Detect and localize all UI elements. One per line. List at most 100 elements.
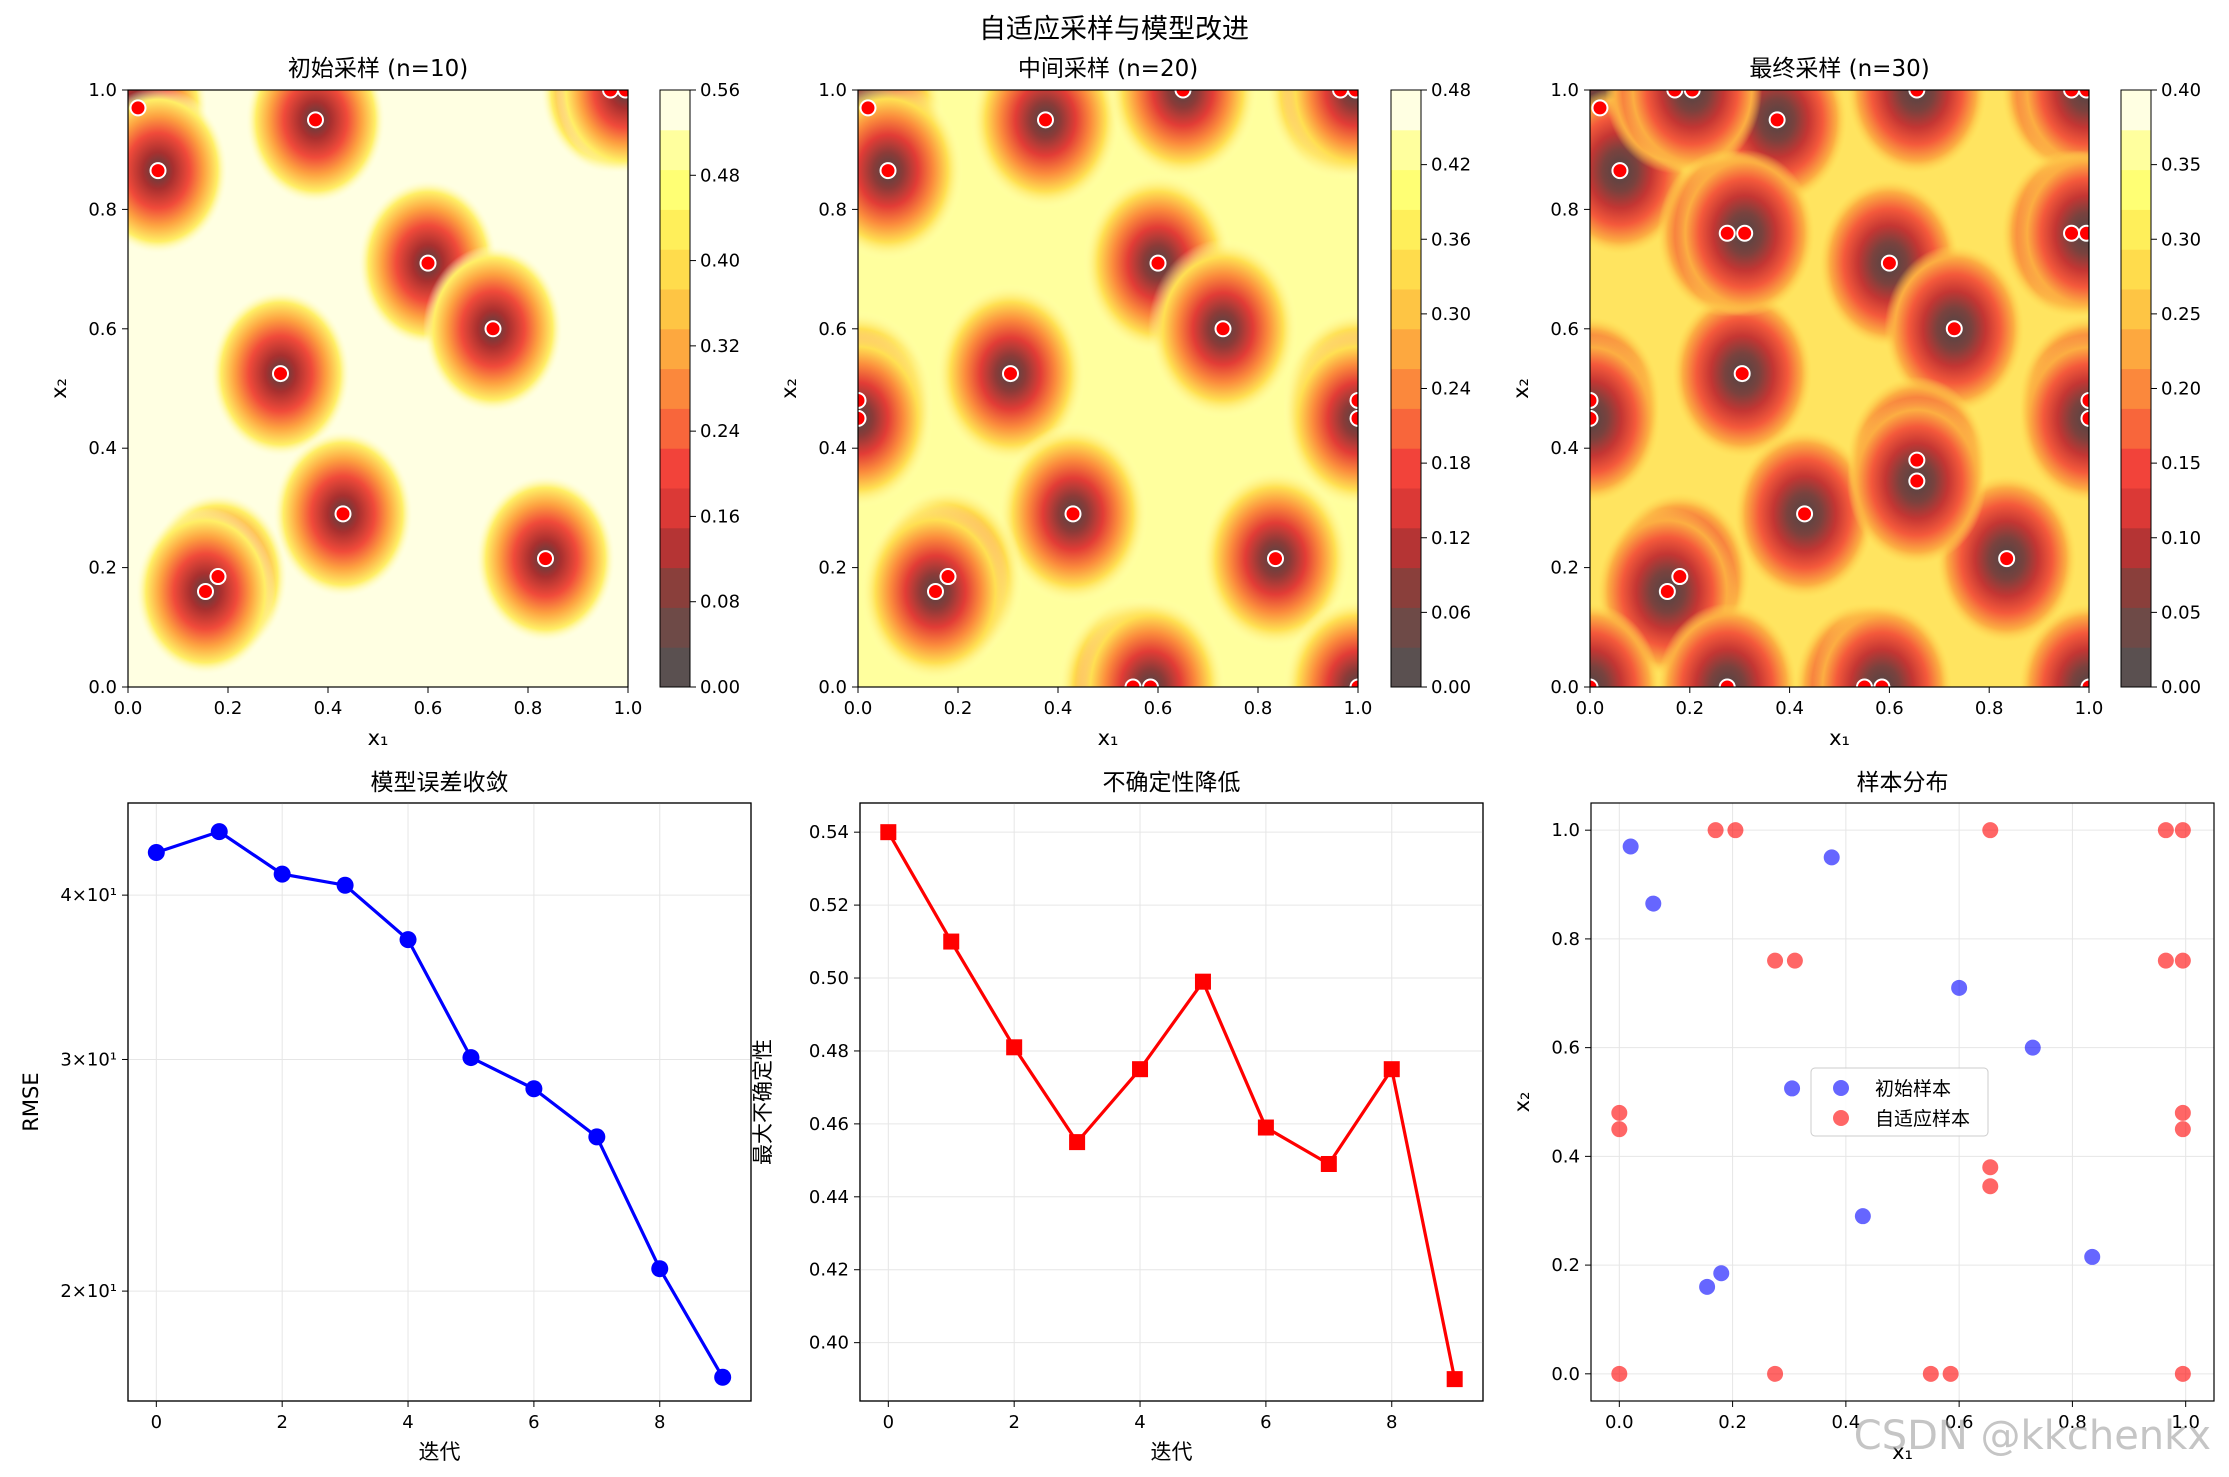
colorbar-tick-label: 0.56 (700, 80, 740, 101)
x-tick-label: 0.2 (944, 698, 973, 719)
colorbar-band (1391, 647, 1421, 687)
colorbar-band (1391, 289, 1421, 329)
x-tick-label: 0.8 (514, 698, 543, 719)
colorbar-band (660, 90, 690, 130)
data-point (274, 866, 291, 883)
colorbar-band (1391, 408, 1421, 448)
y-tick-label: 0.0 (88, 677, 117, 698)
y-axis-label: x₂ (777, 378, 801, 399)
y-tick-label: 1.0 (1551, 820, 1580, 841)
x-tick-label: 0 (151, 1412, 162, 1433)
panel-title: 最终采样 (n=30) (1749, 56, 1929, 82)
x-tick-label: 0.0 (1576, 698, 1605, 719)
colorbar-tick-label: 0.00 (700, 677, 740, 698)
legend-label: 初始样本 (1875, 1078, 1951, 1100)
x-tick-label: 6 (528, 1412, 539, 1433)
colorbar-band (2121, 408, 2151, 448)
sample-point (2064, 226, 2079, 241)
x-tick-label: 0.2 (1675, 698, 1704, 719)
colorbar-band (2121, 289, 2151, 329)
colorbar-tick-label: 0.32 (700, 336, 740, 357)
x-tick-label: 1.0 (1344, 698, 1373, 719)
colorbar-band (1391, 90, 1421, 130)
sample-point (336, 506, 351, 521)
x-tick-label: 0.6 (1144, 698, 1173, 719)
scatter-point (1623, 838, 1639, 854)
colorbar-band (660, 408, 690, 448)
panel-title: 初始采样 (n=10) (288, 56, 468, 82)
y-axis-label: 最大不确定性 (751, 1039, 775, 1165)
sample-point (1999, 551, 2014, 566)
data-point (1195, 974, 1211, 990)
sample-point (1592, 100, 1607, 115)
colorbar-tick-label: 0.10 (2161, 528, 2201, 549)
x-tick-label: 8 (654, 1412, 665, 1433)
line-panel-2: 0 2 4 6 80.400.420.440.460.480.500.520.54不确定… (751, 770, 1483, 1464)
sample-point (1066, 506, 1081, 521)
y-tick-label: 1.0 (818, 80, 847, 101)
sample-point (1672, 569, 1687, 584)
x-tick-label: 0.6 (414, 698, 443, 719)
x-tick-label: 2 (276, 1412, 287, 1433)
contour-panel-3: 0.0 0.2 0.4 0.6 0.8 1.00.00.20.40.60.81.0最终采样… (1509, 6, 2201, 770)
data-point (1006, 1039, 1022, 1055)
colorbar-band (660, 209, 690, 249)
scatter-point (2025, 1040, 2041, 1056)
y-tick-label: 4×10¹ (60, 885, 117, 906)
x-tick-label: 0.0 (844, 698, 873, 719)
colorbar-band (1391, 170, 1421, 210)
figure-canvas: 自适应采样与模型改进 0.0 0.2 0.4 0.6 0.8 1.00.00.20.40.… (0, 0, 2229, 1477)
sample-point (1909, 453, 1924, 468)
contour-panel-2: 0.0 0.2 0.4 0.6 0.8 1.0 0.0 0.2 0.4 0.6 0.8 1.0 中间采样… (777, 0, 1471, 776)
scatter-point (1855, 1208, 1871, 1224)
y-tick-label: 0.42 (809, 1260, 849, 1281)
colorbar-band (1391, 488, 1421, 528)
y-tick-label: 0.0 (818, 677, 847, 698)
y-tick-label: 0.2 (1550, 558, 1579, 579)
colorbar-band (660, 488, 690, 528)
y-tick-label: 2×10¹ (60, 1281, 117, 1302)
scatter-point (1645, 896, 1661, 912)
sample-point (1216, 321, 1231, 336)
colorbar-tick-label: 0.40 (700, 251, 740, 272)
scatter-point (1787, 953, 1803, 969)
x-tick-label: 0.2 (1718, 1412, 1747, 1433)
colorbar-tick-label: 0.15 (2161, 453, 2201, 474)
sample-point (273, 366, 288, 381)
colorbar-tick-label: 0.25 (2161, 304, 2201, 325)
legend-marker (1833, 1080, 1849, 1096)
colorbar-band (1391, 130, 1421, 170)
x-tick-label: 0.2 (214, 698, 243, 719)
colorbar-band (2121, 329, 2151, 369)
scatter-point (1708, 822, 1724, 838)
sample-point (1797, 506, 1812, 521)
y-tick-label: 0.6 (818, 319, 847, 340)
x-axis-label: x₁ (1829, 726, 1850, 750)
colorbar-tick-label: 0.08 (700, 592, 740, 613)
sample-point (211, 569, 226, 584)
y-tick-label: 0.52 (809, 895, 849, 916)
x-axis-label: x₁ (1098, 726, 1119, 750)
colorbar-band (1391, 607, 1421, 647)
sample-point (1737, 226, 1752, 241)
sample-point (1038, 112, 1053, 127)
colorbar-band (1391, 448, 1421, 488)
colorbar-band (2121, 528, 2151, 568)
scatter-point (1982, 1178, 1998, 1194)
x-axis-label: 迭代 (419, 1440, 461, 1464)
sample-point (1612, 163, 1627, 178)
sample-point (1660, 584, 1675, 599)
sample-point (486, 321, 501, 336)
x-tick-label: 0.0 (114, 698, 143, 719)
scatter-point (2175, 822, 2191, 838)
colorbar-band (2121, 170, 2151, 210)
colorbar-band (1391, 329, 1421, 369)
data-point (1258, 1120, 1274, 1136)
data-point (211, 823, 228, 840)
scatter-point (1767, 1366, 1783, 1382)
scatter-point (1713, 1265, 1729, 1281)
data-point (400, 931, 417, 948)
data-point (1132, 1061, 1148, 1077)
data-point (588, 1128, 605, 1145)
colorbar-tick-label: 0.12 (1431, 528, 1471, 549)
